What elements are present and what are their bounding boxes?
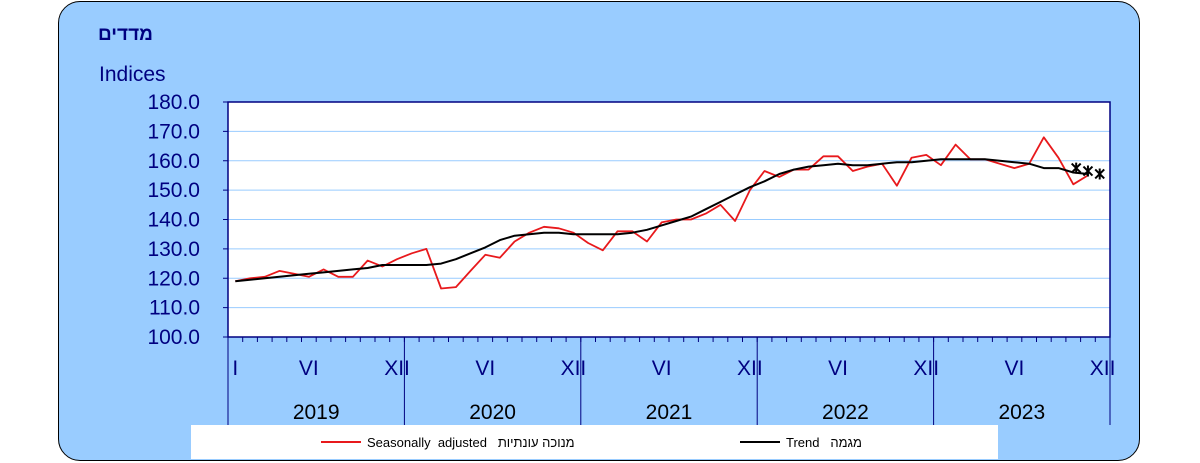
x-tick-label: XII bbox=[1090, 357, 1116, 380]
year-label: 2019 bbox=[293, 401, 340, 424]
y-tick-label: 100.0 bbox=[147, 326, 200, 349]
x-tick-label: XII bbox=[384, 357, 410, 380]
data-marker bbox=[1070, 162, 1082, 174]
unit-label: Indices bbox=[99, 63, 166, 86]
y-tick-label: 140.0 bbox=[147, 209, 200, 232]
data-marker bbox=[1082, 165, 1094, 177]
legend-label-trend: Trend מגמה bbox=[786, 434, 862, 450]
year-label: 2020 bbox=[469, 401, 516, 424]
x-tick-label: VI bbox=[475, 357, 495, 380]
y-tick-label: 120.0 bbox=[147, 267, 200, 290]
x-tick-label: XII bbox=[561, 357, 587, 380]
x-tick-label: VI bbox=[299, 357, 319, 380]
hebrew-title: מדדים bbox=[98, 24, 153, 45]
legend-item-trend: Trend מגמה bbox=[740, 425, 862, 459]
y-tick-label: 160.0 bbox=[147, 150, 200, 173]
year-label: 2022 bbox=[822, 401, 869, 424]
year-label: 2021 bbox=[646, 401, 693, 424]
legend-swatch-trend bbox=[740, 441, 780, 443]
y-tick-label: 170.0 bbox=[147, 120, 200, 143]
x-tick-label: XII bbox=[737, 357, 763, 380]
legend-label-seasonal: Seasonally adjusted מנוכה עונתיות bbox=[367, 434, 575, 450]
x-tick-label: VI bbox=[652, 357, 672, 380]
legend-item-seasonal: Seasonally adjusted מנוכה עונתיות bbox=[321, 425, 575, 459]
x-tick-label: XII bbox=[913, 357, 939, 380]
data-marker bbox=[1094, 168, 1105, 180]
x-tick-label: VI bbox=[1005, 357, 1025, 380]
series-line-trend bbox=[235, 158, 1089, 283]
x-tick-label: VI bbox=[828, 357, 848, 380]
legend-swatch-seasonal bbox=[321, 441, 361, 443]
legend: Seasonally adjusted מנוכה עונתיות Trend … bbox=[191, 425, 998, 459]
year-label: 2023 bbox=[998, 401, 1045, 424]
y-tick-label: 180.0 bbox=[147, 91, 200, 114]
x-tick-label: I bbox=[232, 357, 238, 380]
y-tick-label: 110.0 bbox=[149, 297, 200, 320]
y-tick-label: 150.0 bbox=[147, 179, 200, 202]
y-tick-label: 130.0 bbox=[147, 238, 200, 261]
